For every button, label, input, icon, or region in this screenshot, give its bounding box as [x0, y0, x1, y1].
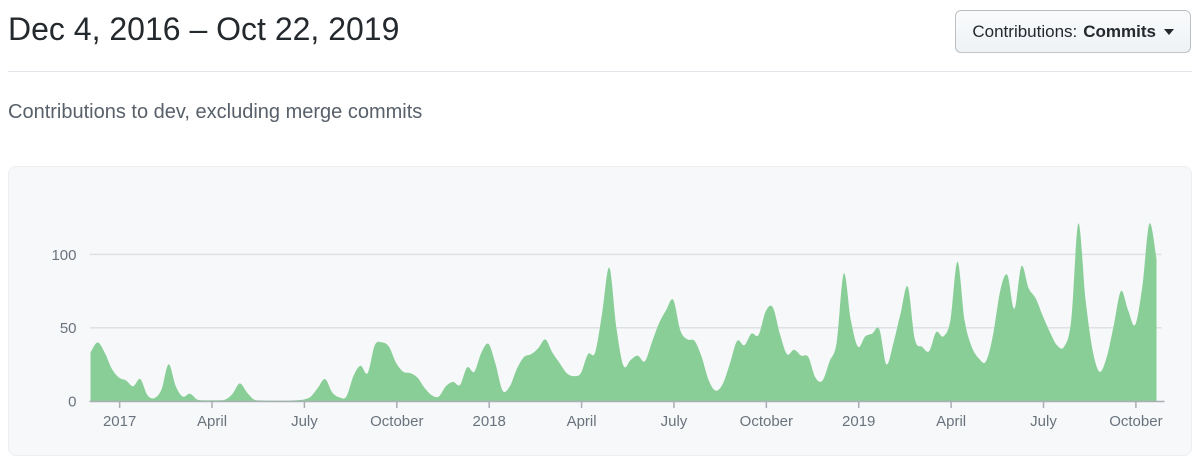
- x-axis-label-october: October: [370, 413, 423, 430]
- y-axis-label-50: 50: [60, 320, 77, 337]
- header-divider: [8, 71, 1192, 72]
- x-axis-label-july: July: [1030, 413, 1057, 430]
- caret-down-icon: [1164, 28, 1174, 35]
- commit-activity-chart: 0 50 100 2017 April July October 2018 April July O…: [51, 223, 1165, 430]
- x-axis-label-july: July: [661, 413, 688, 430]
- page-title: Dec 4, 2016 – Oct 22, 2019: [8, 11, 400, 47]
- y-axis-label-100: 100: [51, 247, 76, 264]
- x-axis-label-april: April: [197, 413, 227, 430]
- commits-area-series: [90, 223, 1157, 401]
- contributions-chart-panel: 0 50 100 2017 April July October 2018 April July O…: [8, 166, 1192, 456]
- x-axis-label-2018: 2018: [472, 413, 505, 430]
- x-axis-label-july: July: [291, 413, 318, 430]
- contributions-filter-button[interactable]: Contributions: Commits: [955, 10, 1191, 53]
- y-axis-label-0: 0: [68, 394, 76, 411]
- chart-subtitle: Contributions to dev, excluding merge co…: [8, 101, 423, 123]
- x-axis-label-october: October: [740, 413, 793, 430]
- filter-label: Contributions:: [972, 21, 1078, 41]
- filter-value: Commits: [1083, 21, 1156, 41]
- x-axis-label-april: April: [936, 413, 966, 430]
- x-axis-label-october: October: [1109, 413, 1162, 430]
- x-axis-label-2017: 2017: [103, 413, 136, 430]
- x-axis-label-2019: 2019: [842, 413, 875, 430]
- x-axis-label-april: April: [567, 413, 597, 430]
